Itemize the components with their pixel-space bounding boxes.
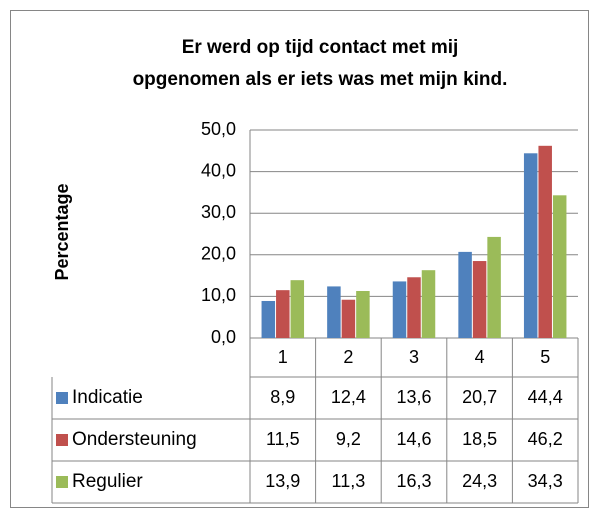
table-value: 16,3 bbox=[396, 471, 431, 491]
bar bbox=[261, 300, 276, 338]
table-value: 24,3 bbox=[462, 471, 497, 491]
chart-title: Er werd op tijd contact met mij opgenomen… bbox=[133, 37, 508, 90]
table-value: 11,3 bbox=[332, 471, 366, 491]
table-value: 34,3 bbox=[528, 471, 563, 491]
bar bbox=[487, 236, 501, 338]
y-tick-label: 40,0 bbox=[201, 160, 236, 180]
bar bbox=[290, 280, 305, 338]
legend-label: Indicatie bbox=[72, 387, 143, 408]
x-tick-label: 2 bbox=[343, 347, 353, 367]
bar bbox=[538, 145, 552, 338]
bar bbox=[327, 286, 341, 338]
y-tick-label: 50,0 bbox=[201, 119, 236, 139]
y-tick-label: 30,0 bbox=[201, 202, 236, 222]
bar bbox=[472, 261, 487, 338]
table-value: 13,6 bbox=[396, 387, 431, 407]
y-tick-label: 20,0 bbox=[201, 244, 236, 264]
y-tick-label: 0,0 bbox=[211, 327, 236, 347]
table-value: 20,7 bbox=[462, 387, 497, 407]
bar bbox=[407, 277, 421, 338]
x-tick-label: 1 bbox=[278, 347, 288, 367]
bar bbox=[276, 290, 290, 338]
y-axis-title: Percentage bbox=[52, 183, 72, 280]
x-tick-label: 3 bbox=[409, 347, 419, 367]
title-line: opgenomen als er iets was met mijn kind. bbox=[133, 69, 508, 90]
legend-label: Ondersteuning bbox=[72, 429, 197, 450]
bar bbox=[421, 270, 436, 338]
legend-key bbox=[56, 434, 68, 446]
legend-key bbox=[56, 476, 68, 488]
table-value: 18,5 bbox=[462, 429, 497, 449]
legend-label: Regulier bbox=[72, 471, 143, 492]
table-value: 14,6 bbox=[396, 429, 431, 449]
y-tick-label: 10,0 bbox=[201, 285, 236, 305]
table-value: 44,4 bbox=[528, 387, 563, 407]
table-value: 12,4 bbox=[331, 387, 366, 407]
legend-key bbox=[56, 392, 68, 404]
bar bbox=[552, 195, 567, 338]
title-line: Er werd op tijd contact met mij bbox=[182, 37, 459, 58]
bar bbox=[356, 290, 370, 338]
table-value: 8,9 bbox=[270, 387, 295, 407]
bar bbox=[458, 251, 472, 338]
table-value: 13,9 bbox=[265, 471, 300, 491]
x-tick-label: 4 bbox=[475, 347, 485, 367]
x-tick-label: 5 bbox=[540, 347, 550, 367]
table-value: 9,2 bbox=[336, 429, 361, 449]
table-value: 11,5 bbox=[266, 429, 300, 449]
table-value: 46,2 bbox=[528, 429, 563, 449]
bar bbox=[341, 299, 356, 338]
bar bbox=[523, 153, 538, 338]
bar bbox=[392, 281, 407, 338]
